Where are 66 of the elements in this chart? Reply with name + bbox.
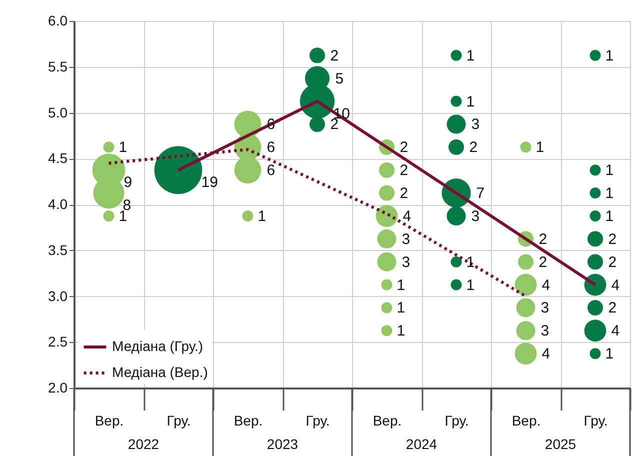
x-tick-label: Гру. bbox=[166, 412, 191, 428]
data-label: 4 bbox=[402, 208, 412, 225]
data-label: 1 bbox=[605, 208, 614, 225]
text: 2022 bbox=[128, 436, 160, 452]
x-tick-label: Вер. bbox=[234, 412, 263, 428]
data-label: 3 bbox=[540, 322, 550, 340]
data-label: 1 bbox=[118, 139, 128, 156]
data-label: 19 bbox=[201, 174, 218, 192]
text: 2024 bbox=[406, 436, 438, 452]
y-tick-label: 4.5 bbox=[48, 150, 68, 166]
data-label: 3 bbox=[402, 254, 410, 271]
y-tick-label: 4.0 bbox=[48, 196, 68, 212]
y-tick-label: 3.0 bbox=[48, 288, 68, 304]
text: 2023 bbox=[266, 436, 298, 452]
x-tick-label: Вер. bbox=[512, 412, 541, 428]
data-label: 1 bbox=[536, 139, 544, 156]
x-tick-label: Гру. bbox=[306, 412, 330, 428]
data-label: 3 bbox=[540, 300, 550, 317]
data-label: 6 bbox=[266, 162, 276, 180]
data-label: 4 bbox=[611, 276, 620, 294]
data-label: 4 bbox=[542, 346, 550, 363]
data-label: 2 bbox=[538, 230, 548, 248]
data-label: 1 bbox=[466, 47, 475, 64]
data-label: 2 bbox=[330, 47, 339, 64]
data-label: 6 bbox=[266, 139, 276, 156]
data-label: 1 bbox=[466, 93, 475, 110]
data-label: 1 bbox=[466, 276, 475, 294]
data-label: 2 bbox=[400, 162, 408, 180]
data-label: 7 bbox=[476, 185, 485, 202]
data-label: 1 bbox=[605, 346, 614, 363]
x-tick-label: Гру. bbox=[584, 412, 608, 428]
data-label: 2 bbox=[608, 230, 617, 248]
data-label: 1 bbox=[396, 276, 406, 294]
x-tick-label: Вер. bbox=[372, 412, 402, 428]
data-label: 3 bbox=[402, 230, 410, 248]
data-label: 2 bbox=[469, 139, 478, 156]
y-tick-label: 6.0 bbox=[48, 12, 68, 28]
y-tick-label: 2.5 bbox=[48, 334, 68, 350]
legend-label: Медіана (Гру.) bbox=[112, 338, 204, 354]
data-label: 2 bbox=[608, 254, 617, 271]
data-label: 5 bbox=[335, 70, 344, 88]
text: 2025 bbox=[544, 436, 576, 452]
data-label: 2 bbox=[538, 254, 548, 271]
y-tick-label: 5.5 bbox=[48, 58, 68, 74]
data-label: 1 bbox=[258, 208, 266, 225]
data-label: 1 bbox=[605, 162, 614, 180]
x-tick-label: Гру. bbox=[444, 412, 469, 428]
data-label: 9 bbox=[124, 174, 132, 192]
data-label: 8 bbox=[122, 197, 132, 214]
data-label: 3 bbox=[471, 116, 480, 134]
data-label: 1 bbox=[605, 47, 614, 64]
data-label: 1 bbox=[396, 322, 406, 340]
data-label: 4 bbox=[542, 276, 550, 294]
y-tick-label: 2.0 bbox=[48, 380, 68, 396]
y-tick-label: 5.0 bbox=[48, 104, 68, 120]
y-tick-label: 3.5 bbox=[48, 242, 68, 258]
legend-label: Медіана (Вер.) bbox=[112, 364, 208, 380]
data-label: 1 bbox=[605, 185, 614, 202]
data-label: 3 bbox=[471, 208, 480, 225]
data-label: 1 bbox=[466, 254, 475, 271]
data-label: 1 bbox=[396, 300, 406, 317]
data-label: 2 bbox=[608, 300, 617, 317]
data-label: 2 bbox=[400, 139, 408, 156]
data-label: 4 bbox=[611, 322, 620, 340]
x-tick-label: Вер. bbox=[94, 412, 124, 428]
data-label: 2 bbox=[400, 185, 408, 202]
